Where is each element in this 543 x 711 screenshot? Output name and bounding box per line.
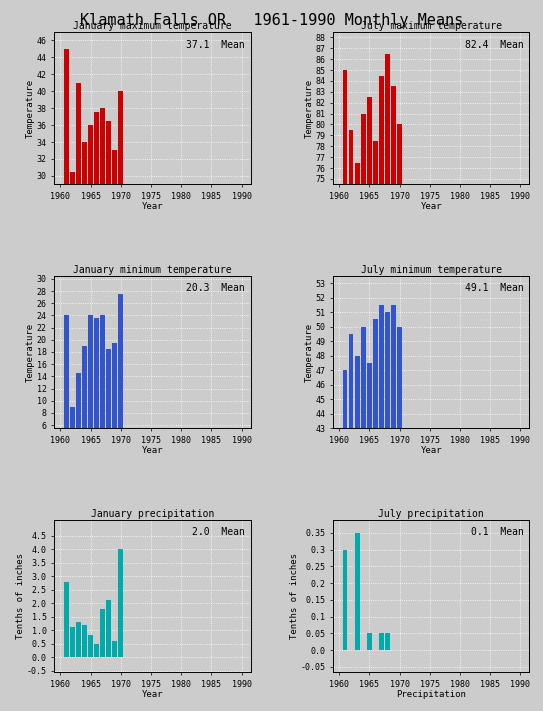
Bar <box>89 125 93 430</box>
Bar <box>392 305 396 711</box>
Bar <box>112 641 117 657</box>
Bar <box>355 163 359 711</box>
Bar <box>82 625 87 657</box>
Bar <box>379 634 384 650</box>
Y-axis label: Temperature: Temperature <box>26 79 35 138</box>
Text: 82.4  Mean: 82.4 Mean <box>465 40 523 50</box>
Bar <box>82 142 87 430</box>
Title: July maximum temperature: July maximum temperature <box>361 21 502 31</box>
Bar <box>64 582 68 657</box>
Y-axis label: Temperature: Temperature <box>305 322 314 382</box>
Bar <box>367 363 371 711</box>
Y-axis label: Tenths of inches: Tenths of inches <box>290 552 299 638</box>
Bar <box>373 319 377 711</box>
Bar <box>397 124 402 711</box>
Bar <box>94 112 99 430</box>
Text: 20.3  Mean: 20.3 Mean <box>186 284 245 294</box>
Y-axis label: Temperature: Temperature <box>305 79 314 138</box>
Bar <box>89 316 93 461</box>
Bar <box>361 326 365 711</box>
Title: January minimum temperature: January minimum temperature <box>73 265 232 275</box>
Bar <box>373 141 377 711</box>
Bar <box>106 121 111 430</box>
Title: July precipitation: July precipitation <box>378 509 484 519</box>
Bar <box>100 609 105 657</box>
X-axis label: Year: Year <box>142 446 163 455</box>
Bar <box>112 151 117 430</box>
Bar <box>76 373 81 461</box>
Text: 37.1  Mean: 37.1 Mean <box>186 40 245 50</box>
Bar <box>118 294 123 461</box>
Bar <box>355 533 359 650</box>
Bar <box>82 346 87 461</box>
Bar <box>64 49 68 430</box>
Bar <box>349 130 353 711</box>
Title: January precipitation: January precipitation <box>91 509 214 519</box>
Bar <box>94 319 99 461</box>
Bar <box>112 343 117 461</box>
Text: 0.1  Mean: 0.1 Mean <box>471 527 523 537</box>
Bar <box>355 356 359 711</box>
Bar <box>118 91 123 430</box>
Bar <box>118 549 123 657</box>
Bar <box>379 75 384 711</box>
Text: 49.1  Mean: 49.1 Mean <box>465 284 523 294</box>
Bar <box>70 171 75 430</box>
Bar <box>343 550 348 650</box>
Bar <box>367 97 371 711</box>
Bar <box>343 70 348 711</box>
Bar <box>100 108 105 430</box>
Bar <box>379 305 384 711</box>
X-axis label: Year: Year <box>142 203 163 211</box>
Bar <box>64 316 68 461</box>
Bar <box>100 316 105 461</box>
Bar <box>385 312 390 711</box>
Title: January maximum temperature: January maximum temperature <box>73 21 232 31</box>
Bar <box>76 82 81 430</box>
X-axis label: Year: Year <box>420 446 442 455</box>
Bar <box>349 333 353 711</box>
Text: 2.0  Mean: 2.0 Mean <box>192 527 245 537</box>
Bar <box>361 114 365 711</box>
X-axis label: Year: Year <box>420 203 442 211</box>
Bar <box>76 622 81 657</box>
Bar <box>106 600 111 657</box>
X-axis label: Precipitation: Precipitation <box>396 690 466 699</box>
Bar <box>367 634 371 650</box>
Bar <box>392 87 396 711</box>
Bar <box>385 634 390 650</box>
Y-axis label: Tenths of inches: Tenths of inches <box>16 552 26 638</box>
Bar <box>94 643 99 657</box>
Bar <box>106 349 111 461</box>
Y-axis label: Temperature: Temperature <box>26 322 35 382</box>
Bar <box>397 326 402 711</box>
Bar <box>343 370 348 711</box>
Bar <box>70 407 75 461</box>
Bar <box>70 627 75 657</box>
Title: July minimum temperature: July minimum temperature <box>361 265 502 275</box>
X-axis label: Year: Year <box>142 690 163 699</box>
Text: Klamath Falls OR   1961-1990 Monthly Means: Klamath Falls OR 1961-1990 Monthly Means <box>80 13 463 28</box>
Bar <box>385 54 390 711</box>
Bar <box>89 636 93 657</box>
